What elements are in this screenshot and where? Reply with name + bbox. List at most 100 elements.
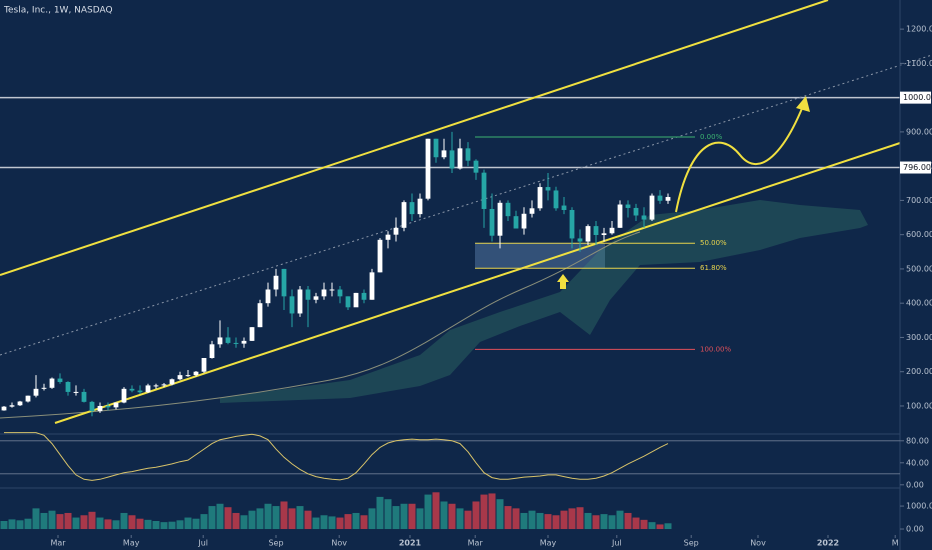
candle-body bbox=[209, 344, 215, 359]
candle-body bbox=[433, 138, 439, 158]
mid-line bbox=[0, 54, 932, 356]
candle-body bbox=[441, 150, 447, 158]
y-tick-label: 0.00 bbox=[906, 480, 924, 489]
candle-body bbox=[81, 391, 87, 402]
x-tick-label: Mar bbox=[468, 539, 484, 548]
x-tick-label: 2021 bbox=[399, 539, 422, 548]
volume-bar bbox=[280, 501, 288, 530]
x-tick-label: Mar bbox=[50, 539, 66, 548]
volume-bar bbox=[312, 517, 320, 530]
candle-body bbox=[553, 190, 559, 209]
candle-body bbox=[513, 216, 519, 229]
candle-body bbox=[145, 385, 151, 393]
candle-body bbox=[9, 405, 15, 407]
oscillator-line bbox=[4, 432, 669, 481]
volume-bar bbox=[96, 517, 104, 530]
candle-body bbox=[321, 289, 327, 297]
x-tick-label: Nov bbox=[331, 539, 347, 548]
volume-bar bbox=[192, 518, 200, 530]
fib-label: 0.00% bbox=[700, 133, 723, 141]
y-tick-label: 700.00 bbox=[906, 196, 932, 205]
candle-body bbox=[137, 390, 143, 393]
candle-body bbox=[241, 340, 247, 344]
candle-body bbox=[473, 160, 479, 173]
volume-bar bbox=[496, 499, 504, 530]
volume-bar bbox=[624, 512, 632, 530]
volume-bar bbox=[648, 522, 656, 530]
candle-body bbox=[369, 272, 375, 300]
candle-body bbox=[41, 387, 47, 389]
projection-arrow bbox=[675, 105, 804, 213]
volume-bar bbox=[360, 515, 368, 530]
level-tag bbox=[900, 91, 931, 104]
candle-body bbox=[409, 202, 415, 215]
volume-bar bbox=[656, 524, 664, 530]
volume-bar bbox=[664, 523, 672, 530]
x-tick-label: May bbox=[123, 539, 140, 548]
volume-bar bbox=[112, 520, 120, 530]
volume-bar bbox=[80, 515, 88, 530]
volume-bar bbox=[488, 493, 496, 530]
candle-body bbox=[265, 289, 271, 304]
candle-body bbox=[17, 401, 23, 406]
volume-bar bbox=[160, 522, 168, 530]
volume-bar bbox=[368, 508, 376, 530]
y-tick-label: 40.00 bbox=[906, 458, 929, 467]
volume-bar bbox=[64, 512, 72, 530]
cloud bbox=[220, 200, 868, 403]
volume-bar bbox=[424, 494, 432, 530]
volume-bar bbox=[608, 515, 616, 530]
candle-body bbox=[89, 401, 95, 412]
candle-body bbox=[185, 375, 191, 377]
volume-bar bbox=[264, 503, 272, 530]
candle-body bbox=[665, 196, 671, 201]
y-tick-label: 400.00 bbox=[906, 299, 932, 308]
candle-body bbox=[617, 204, 623, 228]
volume-bar bbox=[0, 520, 8, 530]
candle-body bbox=[537, 187, 543, 209]
candle-body bbox=[529, 208, 535, 214]
volume-bar bbox=[224, 507, 232, 530]
fib-label: 50.00% bbox=[700, 239, 727, 247]
candle-body bbox=[281, 268, 287, 297]
volume-bar bbox=[536, 512, 544, 530]
candle-body bbox=[129, 388, 135, 391]
volume-bar bbox=[208, 506, 216, 530]
volume-bar bbox=[528, 510, 536, 530]
candle-body bbox=[337, 289, 343, 297]
candle-body bbox=[593, 226, 599, 236]
volume-bar bbox=[440, 501, 448, 530]
candle-body bbox=[401, 202, 407, 228]
volume-bar bbox=[384, 499, 392, 530]
volume-bar bbox=[640, 519, 648, 530]
candle-body bbox=[601, 233, 607, 236]
candle-body bbox=[457, 148, 463, 169]
volume-bar bbox=[336, 517, 344, 530]
arrow-head bbox=[796, 96, 810, 112]
volume-bar bbox=[592, 515, 600, 530]
candle-body bbox=[417, 198, 423, 215]
candle-body bbox=[521, 213, 527, 229]
volume-bar bbox=[352, 512, 360, 530]
volume-bar bbox=[464, 510, 472, 530]
candle-body bbox=[449, 150, 455, 169]
volume-bar bbox=[408, 503, 416, 530]
x-tick-label: M bbox=[892, 539, 899, 548]
candle-body bbox=[297, 289, 303, 314]
x-tick-label: Sep bbox=[684, 539, 699, 548]
candle-body bbox=[545, 187, 551, 191]
volume-bar bbox=[168, 521, 176, 530]
volume-bar bbox=[40, 512, 48, 530]
x-tick-label: Jul bbox=[197, 539, 208, 548]
volume-bar bbox=[16, 520, 24, 530]
candle-body bbox=[393, 227, 399, 235]
volume-bar bbox=[472, 501, 480, 530]
volume-bar bbox=[400, 503, 408, 530]
up-arrow bbox=[557, 274, 569, 289]
candle-body bbox=[425, 138, 431, 199]
candle-body bbox=[385, 234, 391, 240]
y-tick-label: 100.00 bbox=[906, 401, 932, 410]
candle-body bbox=[73, 391, 79, 393]
volume-bar bbox=[248, 510, 256, 530]
x-tick-label: Jul bbox=[611, 539, 622, 548]
